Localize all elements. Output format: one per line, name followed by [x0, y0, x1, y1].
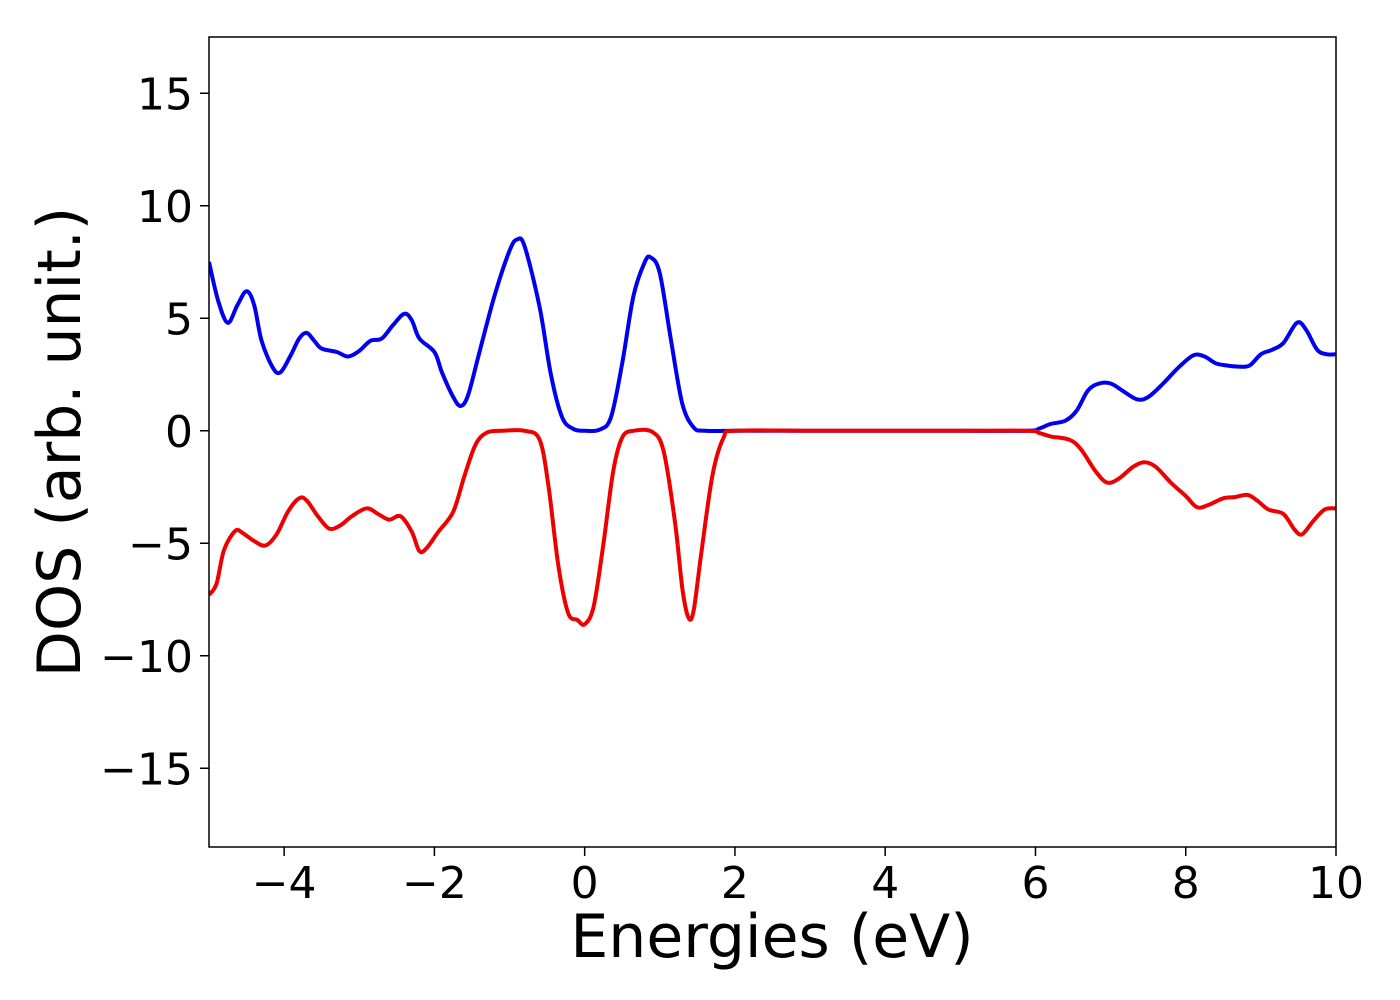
x-tick-label: −2: [402, 858, 467, 909]
y-tick-label: 0: [165, 407, 193, 458]
x-axis-ticks: −4 −2 0 2 4 6 8 10: [252, 847, 1364, 909]
y-axis-ticks: −15 −10 −5 0 5 10 15: [100, 69, 209, 795]
y-tick-label: −5: [128, 519, 193, 570]
x-tick-label: 0: [571, 858, 599, 909]
series-layer: [209, 236, 1336, 627]
dos-series-line-blue: [209, 236, 1336, 434]
y-tick-label: 10: [137, 182, 193, 233]
x-tick-label: 6: [1021, 858, 1049, 909]
x-tick-label: 8: [1172, 858, 1200, 909]
y-tick-label: 5: [165, 294, 193, 345]
x-tick-label: 2: [721, 858, 749, 909]
y-tick-label: −10: [100, 632, 193, 683]
y-tick-label: 15: [137, 69, 193, 120]
y-axis-label: DOS (arb. unit.): [25, 207, 95, 677]
plot-area-frame: [208, 36, 1337, 848]
x-tick-label: 4: [871, 858, 899, 909]
dos-series-line-red: [209, 427, 1336, 627]
x-tick-label: 10: [1308, 858, 1364, 909]
x-axis-label: Energies (eV): [570, 902, 973, 972]
x-tick-label: −4: [252, 858, 317, 909]
y-tick-label: −15: [100, 744, 193, 795]
